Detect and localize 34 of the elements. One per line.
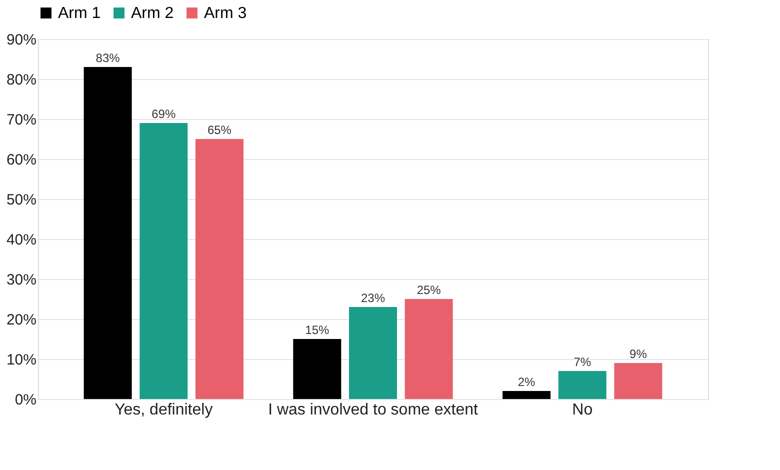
- legend-label: Arm 3: [204, 5, 247, 22]
- bar: [140, 123, 188, 399]
- x-tick-label: Yes, definitely: [114, 402, 213, 418]
- text: 65%: [207, 123, 232, 137]
- y-tick-label: 10%: [6, 352, 36, 368]
- bar: [404, 299, 453, 399]
- text: 2%: [518, 375, 536, 389]
- bar: [614, 363, 662, 399]
- y-tick-label: 70%: [6, 112, 36, 128]
- bar: [502, 391, 551, 399]
- text: 7%: [574, 355, 592, 369]
- legend-label: Arm 1: [58, 5, 101, 22]
- y-tick-label: 60%: [6, 152, 36, 168]
- text: 23%: [360, 291, 386, 305]
- bar: [195, 139, 244, 399]
- legend-label: Arm 2: [131, 5, 174, 22]
- y-tick-label: 80%: [6, 72, 36, 88]
- text: 83%: [96, 51, 120, 65]
- bar: [558, 371, 606, 399]
- text: 9%: [630, 347, 647, 361]
- y-tick-label: 50%: [6, 192, 36, 208]
- y-tick-label: 40%: [6, 232, 36, 248]
- text: 69%: [152, 107, 176, 121]
- bar: [293, 339, 342, 399]
- y-tick-label: 30%: [6, 272, 36, 288]
- y-tick-label: 20%: [6, 312, 36, 328]
- text: 15%: [305, 323, 330, 337]
- x-tick-label: I was involved to some extent: [268, 402, 478, 418]
- bar: [349, 307, 397, 399]
- text: 25%: [416, 283, 441, 297]
- y-tick-label: 0%: [14, 392, 36, 408]
- y-tick-label: 90%: [6, 32, 36, 48]
- x-tick-label: No: [572, 402, 593, 418]
- bar: [84, 67, 132, 399]
